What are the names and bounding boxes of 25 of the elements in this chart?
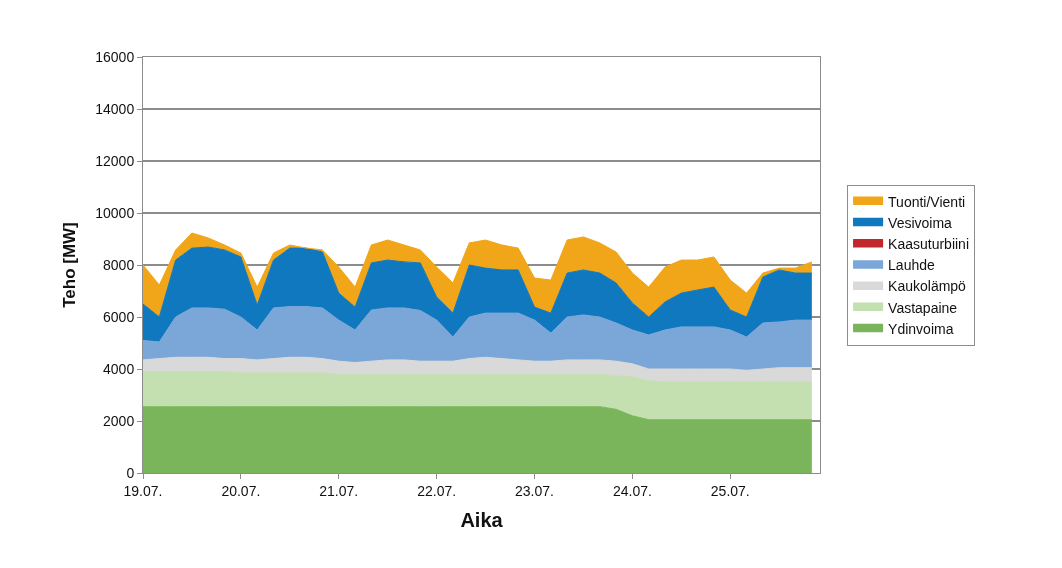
y-tick-label: 16000 [95,48,135,65]
y-tick-label: 0 [126,464,135,481]
x-tick-label: 22.07. [417,482,457,499]
legend-label: Ydinvoima [888,320,954,337]
y-tick-label: 8000 [103,256,135,273]
y-tick-label: 12000 [95,152,135,169]
x-tick-label: 21.07. [319,482,359,499]
legend-label: Lauhde [888,257,936,274]
legend-label: Kaukolämpö [888,278,967,295]
legend-label: Vastapaine [888,299,958,316]
y-axis-title: Teho [MW] [59,222,79,308]
x-tick-label: 23.07. [515,482,554,499]
legend-label: Kaasuturbiini [888,235,970,252]
y-tick-label: 4000 [103,360,135,377]
x-axis-title: Aika [460,509,504,532]
x-tick-label: 24.07. [612,482,652,499]
y-tick-label: 10000 [95,204,135,221]
y-tick-label: 14000 [95,100,135,117]
x-tick-label: 20.07. [221,482,261,499]
x-tick-label: 19.07. [123,482,163,499]
y-tick-label: 2000 [103,412,135,429]
y-tick-label: 6000 [103,308,135,325]
x-tick-label: 25.07. [710,482,750,499]
legend-label: Tuonti/Vienti [888,193,966,210]
legend-label: Vesivoima [888,214,953,231]
